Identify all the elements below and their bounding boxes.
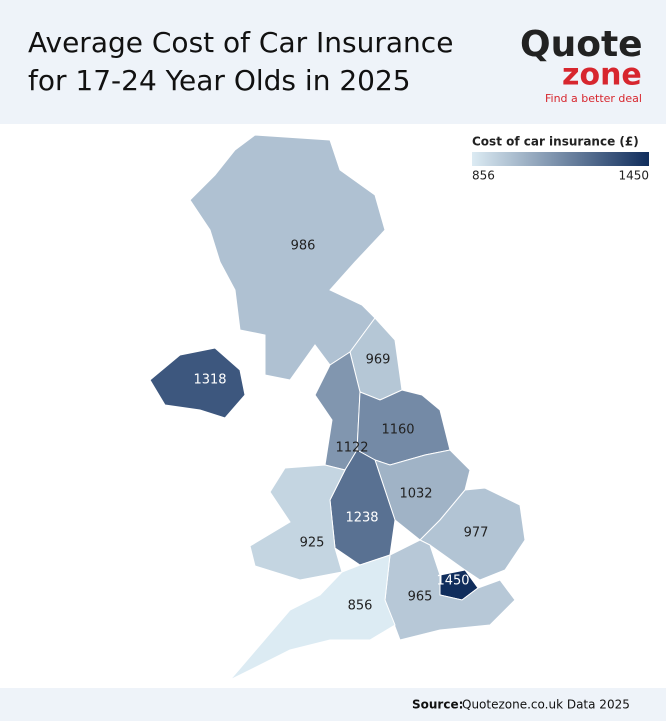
header-band: [0, 0, 666, 124]
source-label: Source:: [412, 698, 463, 712]
title-line: for 17-24 Year Olds in 2025: [28, 64, 411, 97]
region-label: 925: [300, 536, 325, 551]
region-label: 1238: [345, 511, 378, 526]
region: [249, 464, 346, 581]
footer-band: [0, 688, 666, 721]
region-label: 1160: [381, 423, 414, 438]
region-label: 856: [348, 599, 373, 614]
region-label: 977: [464, 526, 489, 541]
title-line: Average Cost of Car Insurance: [28, 26, 453, 59]
region: [189, 134, 386, 381]
region-label: 986: [291, 239, 316, 254]
legend-bar: [472, 152, 649, 166]
region-label: 965: [408, 590, 433, 605]
region: [149, 347, 246, 419]
region-label: 1450: [436, 574, 469, 589]
legend-min: 856: [472, 169, 495, 183]
legend-title: Cost of car insurance (£): [472, 135, 639, 149]
map: [149, 134, 526, 681]
source-text: Quotezone.co.uk Data 2025: [462, 698, 630, 712]
region-labels: 986 969 1122 1160 1032 1238 925 977 1450…: [193, 239, 488, 614]
logo-tagline: Find a better deal: [545, 92, 642, 105]
logo-word: Quote: [520, 24, 643, 65]
region: [229, 554, 396, 681]
region-label: 969: [366, 353, 391, 368]
region-label: 1032: [399, 487, 432, 502]
logo-word: zone: [562, 58, 642, 93]
region-label: 1122: [335, 441, 368, 456]
region: [384, 539, 516, 641]
legend-max: 1450: [618, 169, 649, 183]
region-label: 1318: [193, 373, 226, 388]
